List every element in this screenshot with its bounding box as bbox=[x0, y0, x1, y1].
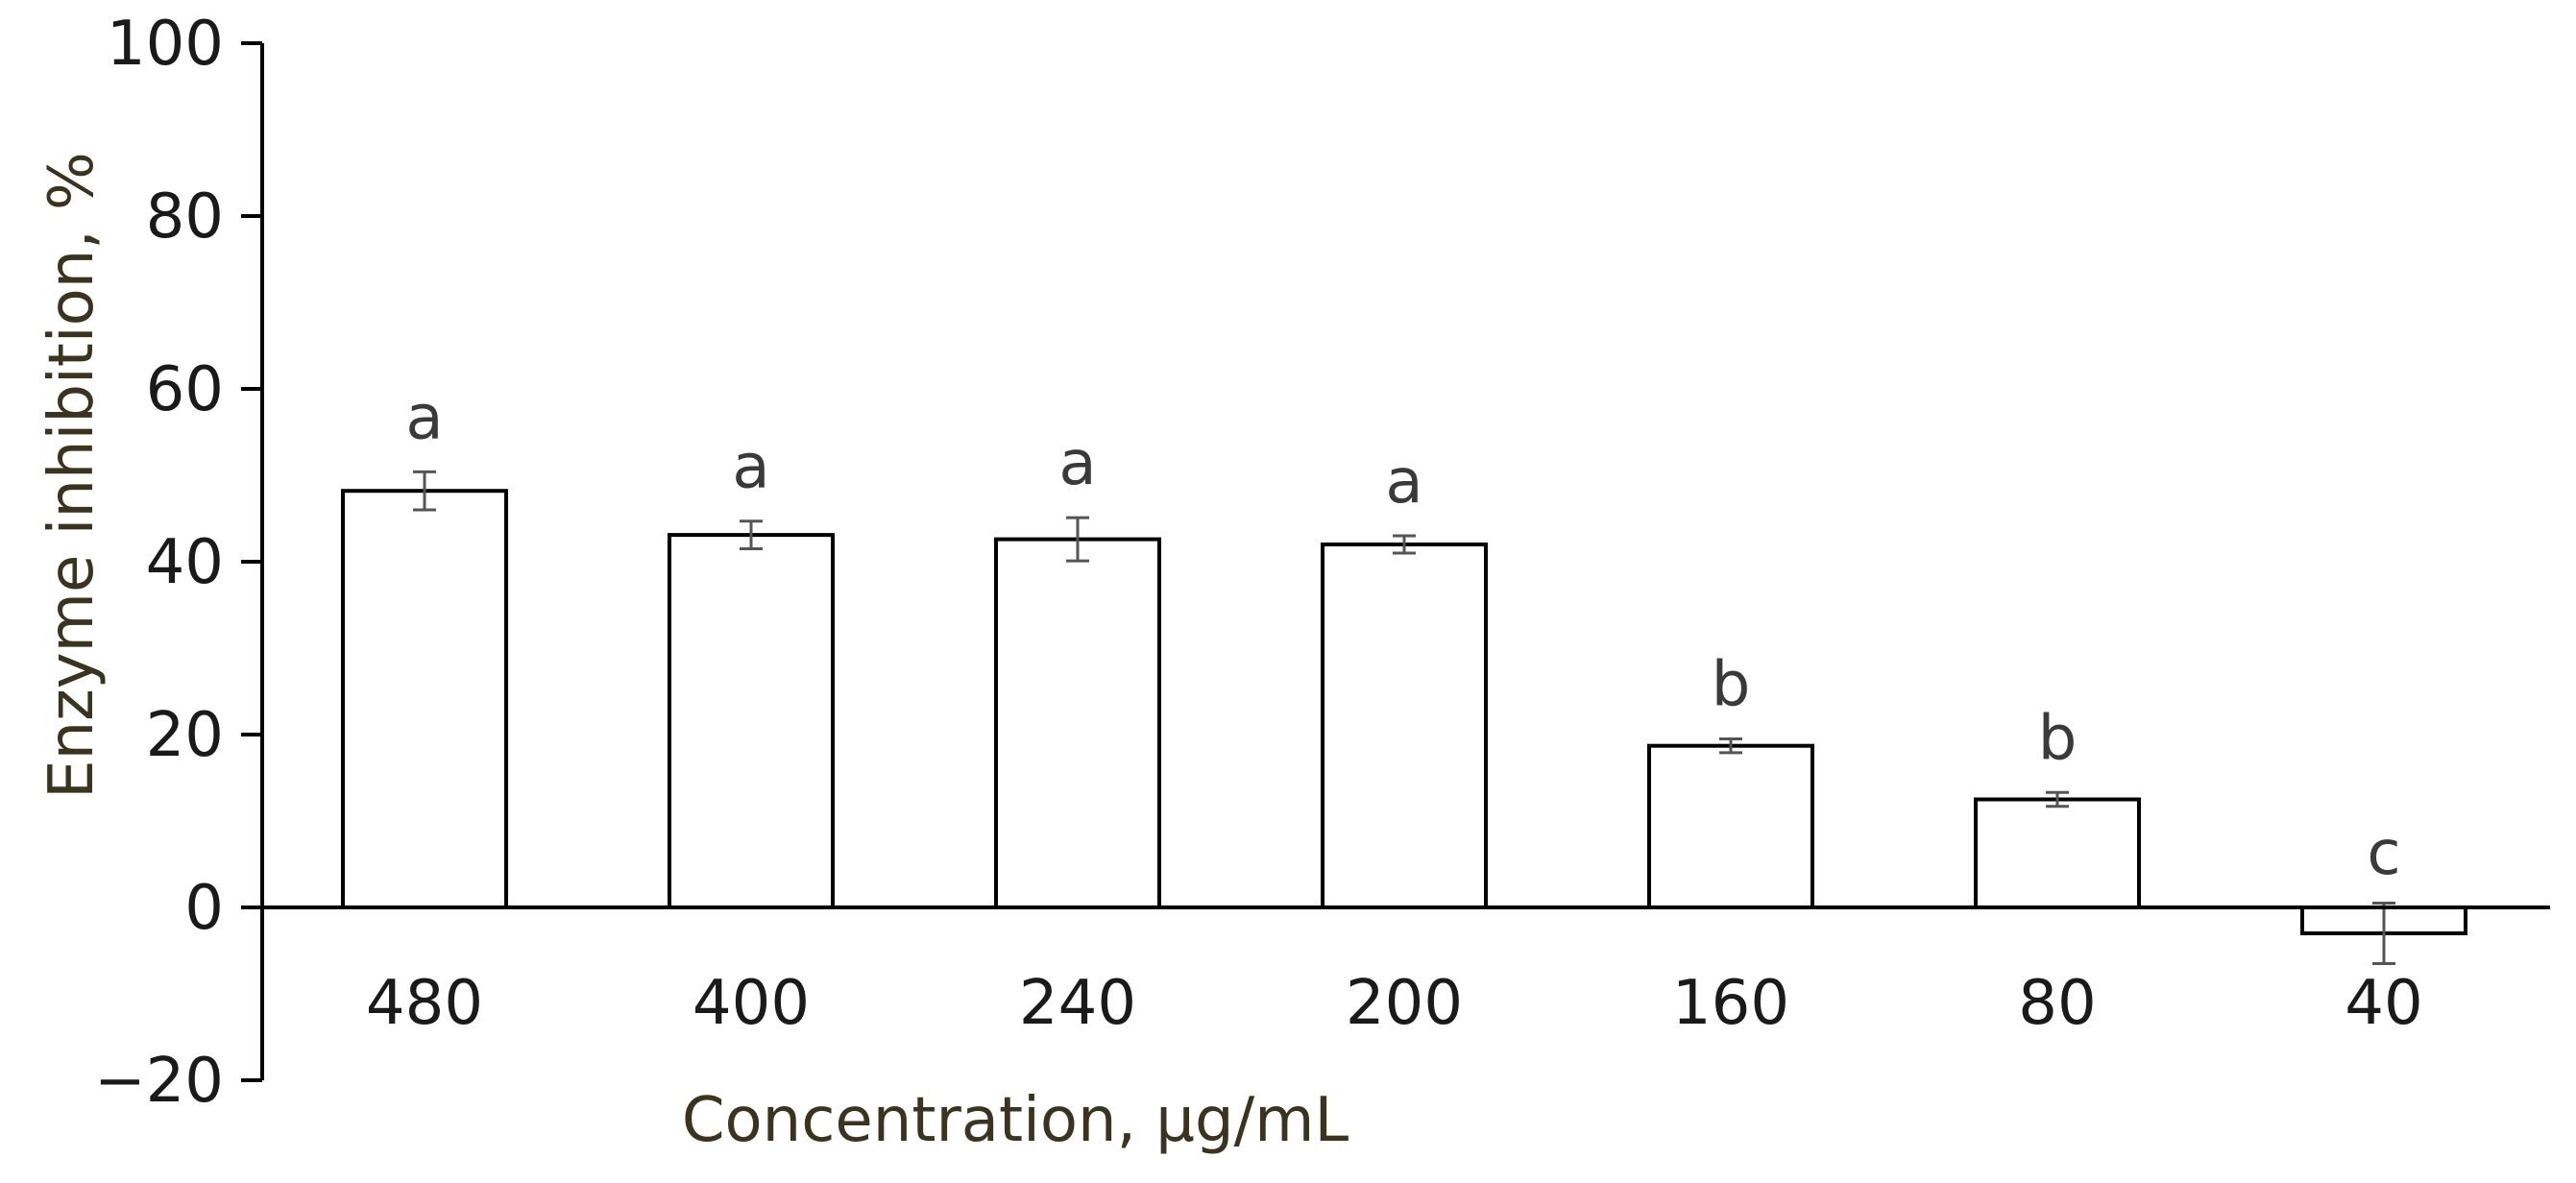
y-tick-label: 20 bbox=[146, 700, 224, 771]
y-tick-label: 40 bbox=[146, 527, 224, 598]
bar bbox=[1647, 743, 1814, 910]
significance-label: a bbox=[732, 432, 769, 503]
category-label: 400 bbox=[693, 968, 810, 1039]
category-labels-layer: 480 400 240 200 160 80 40 bbox=[366, 968, 2423, 1039]
significance-label: a bbox=[1385, 447, 1422, 518]
error-bars-layer bbox=[413, 470, 2395, 965]
significance-label: a bbox=[1058, 428, 1096, 499]
y-tick-label: 100 bbox=[107, 9, 224, 80]
y-tick-label: 0 bbox=[184, 873, 224, 944]
category-label: 200 bbox=[1346, 968, 1463, 1039]
bars-layer bbox=[341, 489, 2467, 935]
bar bbox=[341, 489, 508, 909]
x-axis-title: Concentration, μg/mL bbox=[682, 1085, 1349, 1156]
y-ticks-layer: −20 0 20 40 60 80 100 bbox=[94, 9, 262, 1117]
y-tick-label: −20 bbox=[94, 1046, 224, 1117]
category-label: 480 bbox=[366, 968, 483, 1039]
bar bbox=[994, 537, 1161, 909]
bar bbox=[1321, 543, 1488, 909]
significance-label: c bbox=[2367, 818, 2400, 889]
category-label: 160 bbox=[1672, 968, 1789, 1039]
category-label: 80 bbox=[2018, 968, 2096, 1039]
significance-labels-layer: a a a a b b c bbox=[405, 382, 2400, 889]
category-label: 40 bbox=[2345, 968, 2422, 1039]
significance-label: b bbox=[1712, 650, 1751, 721]
significance-label: a bbox=[405, 382, 443, 453]
y-tick-label: 80 bbox=[146, 181, 224, 253]
y-tick-label: 60 bbox=[146, 354, 224, 425]
y-axis-title: Enzyme inhibition, % bbox=[36, 152, 108, 799]
bar bbox=[668, 533, 835, 909]
bar bbox=[1974, 797, 2141, 909]
significance-label: b bbox=[2038, 703, 2078, 774]
category-label: 240 bbox=[1019, 968, 1136, 1039]
